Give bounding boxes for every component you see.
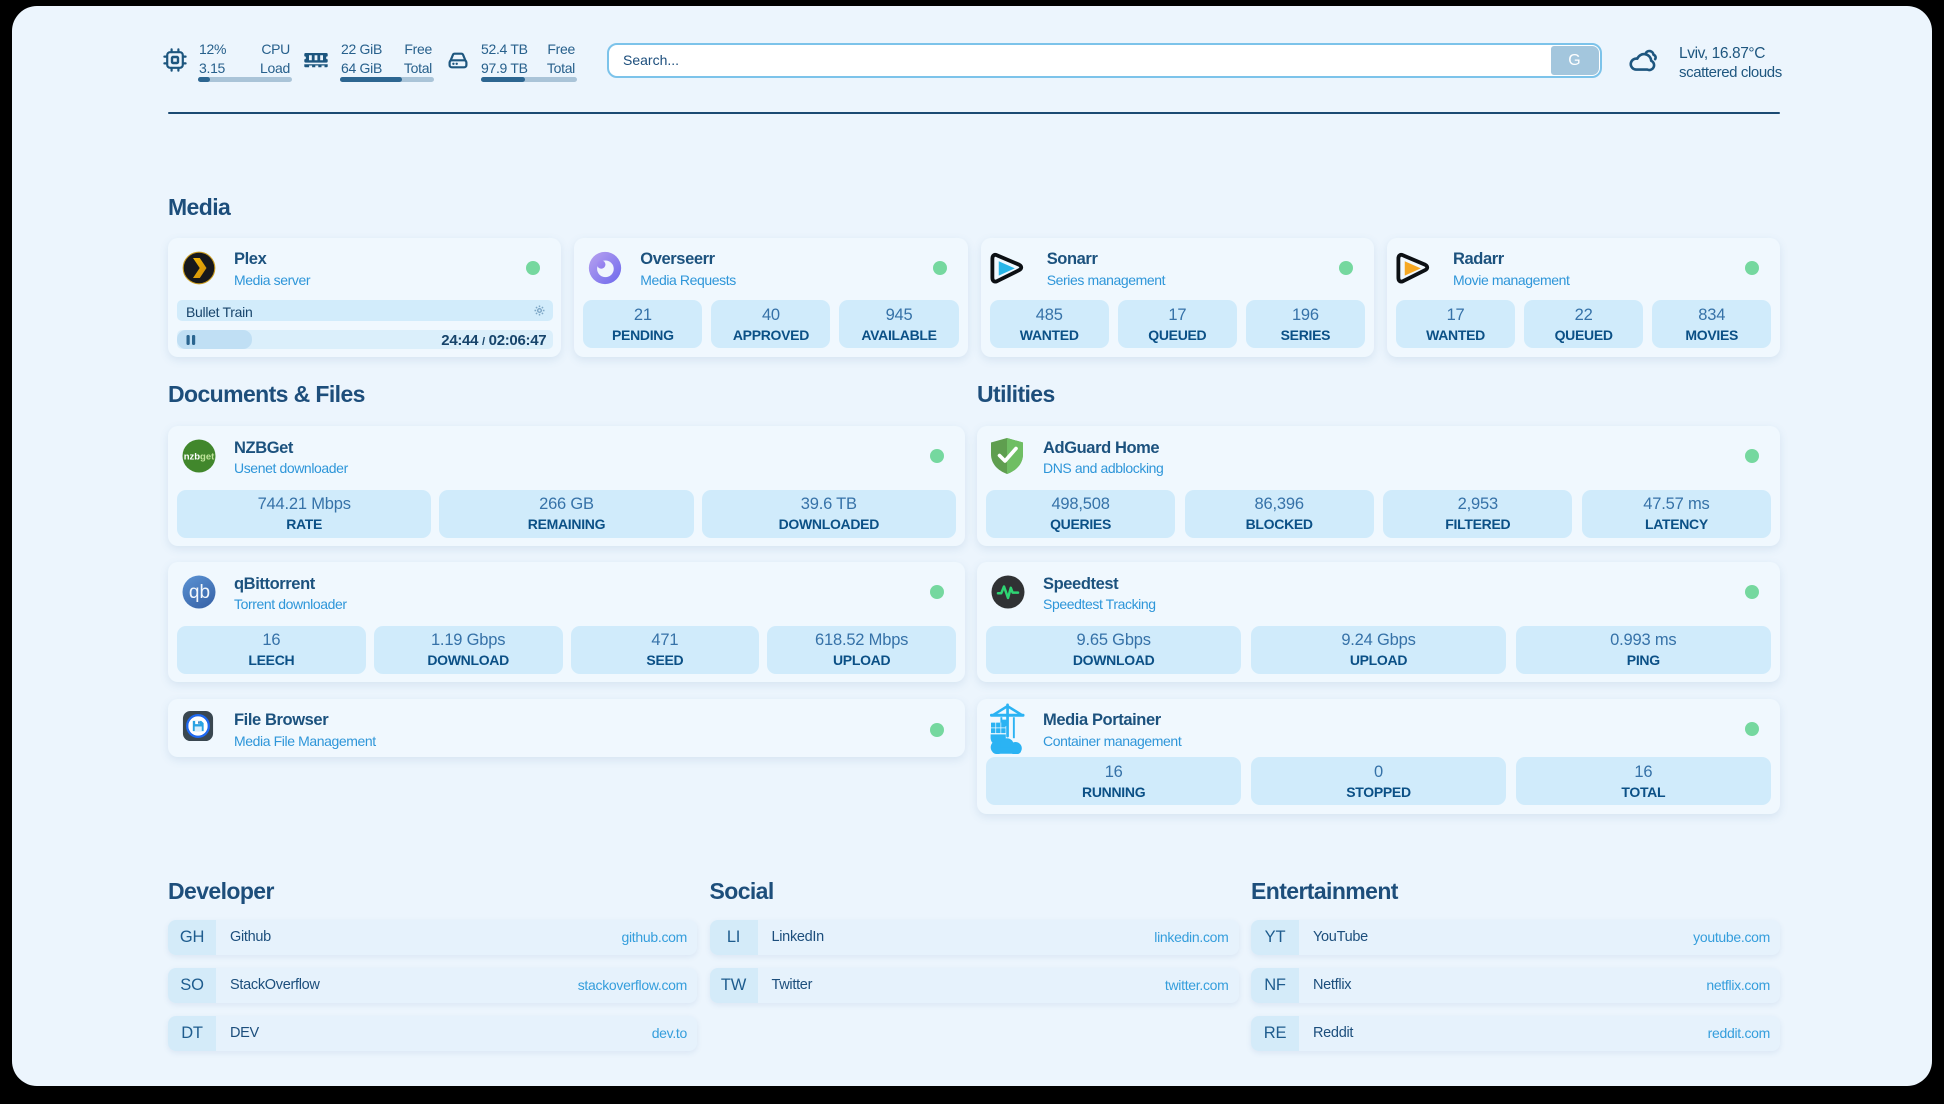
- svg-text:nzbget: nzbget: [184, 452, 215, 463]
- svg-text:qb: qb: [189, 582, 210, 603]
